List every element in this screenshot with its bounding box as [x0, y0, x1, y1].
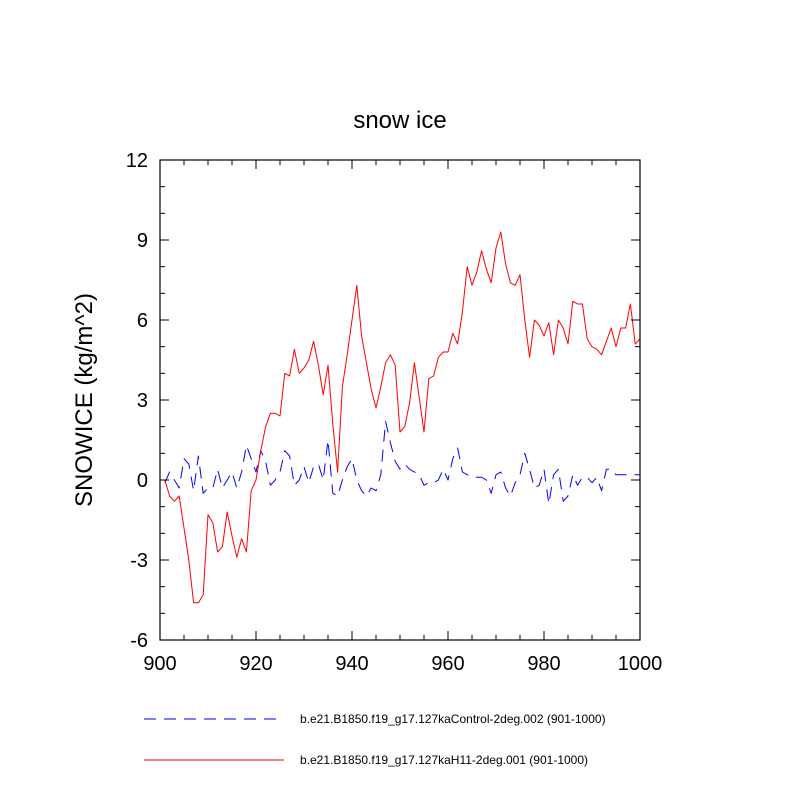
x-tick-label: 960 — [431, 653, 464, 675]
plot-frame — [159, 159, 641, 641]
y-tick-label: 9 — [137, 230, 148, 252]
legend: b.e21.B1850.f19_g17.127kaControl-2deg.00… — [144, 712, 606, 767]
legend-label-2: b.e21.B1850.f19_g17.127kaH11-2deg.001 (9… — [300, 753, 588, 767]
y-tick-label: 6 — [137, 310, 148, 332]
y-tick-label: 12 — [126, 150, 148, 172]
y-axis-label: SNOWICE (kg/m^2) — [71, 293, 98, 507]
tick-layer: 900 920 940 960 980 1000 -6 -3 0 3 6 9 12 — [126, 150, 663, 675]
x-tick-label: 900 — [143, 653, 176, 675]
y-tick-label: 0 — [137, 470, 148, 492]
y-tick-label: 3 — [137, 390, 148, 412]
series-line-1 — [164, 420, 640, 505]
y-tick-label: -3 — [130, 550, 148, 572]
x-tick-label: 980 — [527, 653, 560, 675]
chart-title: snow ice — [353, 107, 446, 134]
legend-label-1: b.e21.B1850.f19_g17.127kaControl-2deg.00… — [300, 712, 606, 726]
x-tick-label: 940 — [335, 653, 368, 675]
x-tick-label: 1000 — [618, 653, 663, 675]
x-tick-label: 920 — [239, 653, 272, 675]
series-line-2 — [164, 231, 641, 604]
series-layer — [164, 231, 641, 604]
y-tick-label: -6 — [130, 630, 148, 652]
